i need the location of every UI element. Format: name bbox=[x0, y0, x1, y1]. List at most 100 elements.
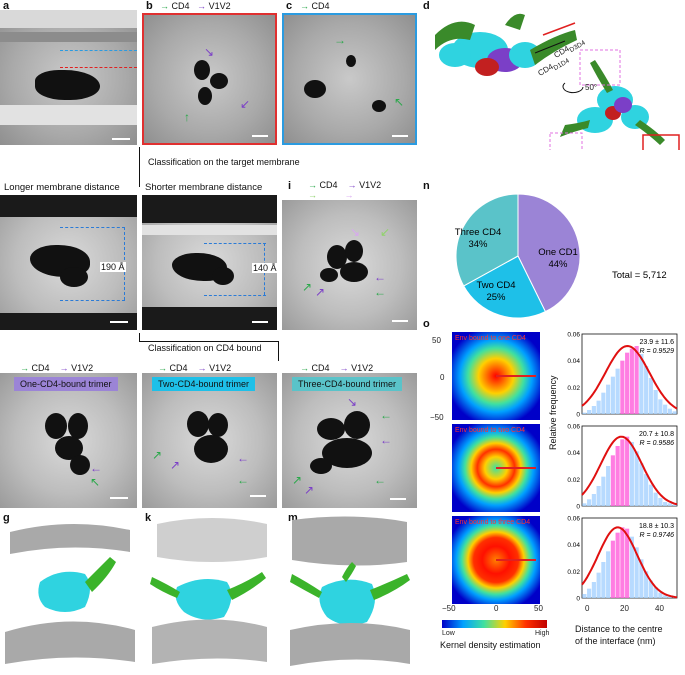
panel-g-3d-map bbox=[5, 523, 135, 664]
hist-bar bbox=[615, 532, 620, 598]
hist-r-label: R = 0.9746 bbox=[640, 532, 675, 539]
hist-bar bbox=[615, 368, 620, 414]
pie-slice-2 bbox=[455, 193, 519, 287]
hist-bar bbox=[672, 504, 677, 506]
kde-ytick-50: 50 bbox=[432, 336, 441, 345]
hist-bar bbox=[653, 390, 658, 414]
hist-bar bbox=[606, 551, 611, 598]
hist-bar bbox=[601, 476, 606, 506]
hist-bar bbox=[658, 498, 663, 506]
hist-bar bbox=[610, 455, 615, 506]
kde-colorbar-label: Kernel density estimation bbox=[440, 640, 541, 650]
panel-label-a: a bbox=[3, 0, 10, 12]
trimer-tag-three: Three-CD4-bound trimer bbox=[292, 377, 403, 391]
hist-bar bbox=[596, 400, 601, 414]
pie-label-one: One CD1 bbox=[538, 247, 578, 258]
panel-label-n: n bbox=[423, 180, 430, 192]
hist-bar bbox=[648, 580, 653, 598]
kde-map-two: Env bound to two CD4 bbox=[452, 424, 540, 512]
hist-bar bbox=[629, 536, 634, 598]
pie-slice-0 bbox=[517, 193, 581, 313]
pie-value-three: 34% bbox=[468, 239, 488, 250]
distance-140: 140 Å bbox=[252, 263, 277, 273]
red-box-right bbox=[642, 134, 680, 150]
hist-xlabel-1: Distance to the centre bbox=[575, 624, 663, 634]
hist-bar bbox=[639, 559, 644, 598]
hist-bar bbox=[615, 446, 620, 506]
hist-bar bbox=[582, 503, 587, 506]
hist-bar bbox=[620, 360, 625, 414]
flow-line-2 bbox=[278, 341, 279, 361]
hist-bar bbox=[634, 451, 639, 506]
pie-label-two: Two CD4 bbox=[476, 280, 515, 291]
panel-e-side-view: 190 Å bbox=[0, 195, 137, 330]
flow-label-membrane: Classification on the target membrane bbox=[148, 157, 300, 167]
dashed-box-left bbox=[549, 132, 583, 150]
hist-bar bbox=[620, 439, 625, 506]
panel-label-c: c bbox=[286, 0, 293, 12]
hist-bar bbox=[667, 596, 672, 598]
hist-bar bbox=[587, 588, 592, 598]
panel-e-title: Longer membrane distance bbox=[4, 182, 120, 193]
hist-ytick: 0.02 bbox=[567, 569, 580, 576]
panel-m-3d-map bbox=[290, 516, 410, 666]
panel-label-d: d bbox=[423, 0, 430, 12]
hist-fit-curve bbox=[581, 526, 678, 599]
panel-d-3d-model: CD4D1D4 CD4D3D4 50° bbox=[425, 5, 685, 150]
hist-bar bbox=[620, 527, 625, 598]
hist-bar bbox=[663, 502, 668, 506]
flow-line-1 bbox=[139, 147, 140, 187]
dashed-box-top bbox=[579, 49, 621, 86]
hist-bar bbox=[596, 572, 601, 598]
panel-label-i: i bbox=[288, 180, 292, 192]
membrane-model-top bbox=[435, 13, 577, 76]
hist-xtick-20: 20 bbox=[620, 604, 629, 613]
panel-f-top-view: One-CD4-bound trimer ← ↖ bbox=[0, 373, 137, 508]
panel-k-3d-map bbox=[150, 518, 267, 664]
panel-b-top-view: ↘ ↑ ↙ bbox=[142, 13, 277, 145]
legend-b: → CD4 → V1V2 bbox=[160, 1, 231, 11]
panel-label-k: k bbox=[145, 512, 152, 524]
hist-bar bbox=[625, 352, 630, 414]
panel-c-top-view: → ↖ bbox=[282, 13, 417, 145]
panel-label-g: g bbox=[3, 512, 10, 524]
hist-ytick: 0.06 bbox=[567, 516, 580, 523]
legend-i-light: → → bbox=[308, 190, 354, 200]
hist-bar bbox=[591, 494, 596, 506]
hist-bar bbox=[625, 528, 630, 598]
hist-frame-1 bbox=[581, 425, 678, 507]
trimer-tag-two: Two-CD4-bound trimer bbox=[152, 377, 256, 391]
hist-bar bbox=[644, 366, 649, 414]
hist-bar bbox=[648, 484, 653, 506]
hist-xtick-40: 40 bbox=[655, 604, 664, 613]
legend-i: → CD4 → V1V2 bbox=[308, 180, 382, 190]
hist-ytick: 0.04 bbox=[567, 450, 580, 457]
hist-fit-curve bbox=[581, 344, 678, 410]
hist-bar bbox=[663, 595, 668, 598]
hist-bar bbox=[582, 412, 587, 414]
hist-bar bbox=[587, 499, 592, 506]
hist-bar bbox=[596, 486, 601, 506]
hist-ytick: 0 bbox=[576, 504, 580, 511]
panel-h-side-view: 140 Å bbox=[142, 195, 277, 330]
kde-high: High bbox=[535, 630, 550, 637]
hist-ylabel: Relative frequency bbox=[548, 375, 558, 450]
hist-bar bbox=[644, 571, 649, 598]
kde-xtick-50: 50 bbox=[534, 604, 543, 613]
pie-slice-1 bbox=[463, 255, 547, 319]
hist-ytick: 0.02 bbox=[567, 385, 580, 392]
hist-bar bbox=[587, 410, 592, 414]
hist-fit-label: 20.7 ± 10.8 bbox=[639, 431, 674, 438]
hist-bar bbox=[634, 346, 639, 414]
kde-ytick-0: 0 bbox=[440, 373, 445, 382]
flow-label-cd4: Classification on CD4 bound bbox=[148, 343, 262, 353]
hist-fit-curve bbox=[581, 435, 678, 506]
hist-bar bbox=[629, 442, 634, 506]
kde-xtick-neg50: −50 bbox=[442, 604, 456, 613]
hist-bar bbox=[601, 562, 606, 598]
hist-bar bbox=[667, 503, 672, 506]
hist-bar bbox=[667, 408, 672, 414]
hist-bar bbox=[606, 466, 611, 506]
hist-bar bbox=[606, 384, 611, 414]
hist-ytick: 0 bbox=[576, 596, 580, 603]
